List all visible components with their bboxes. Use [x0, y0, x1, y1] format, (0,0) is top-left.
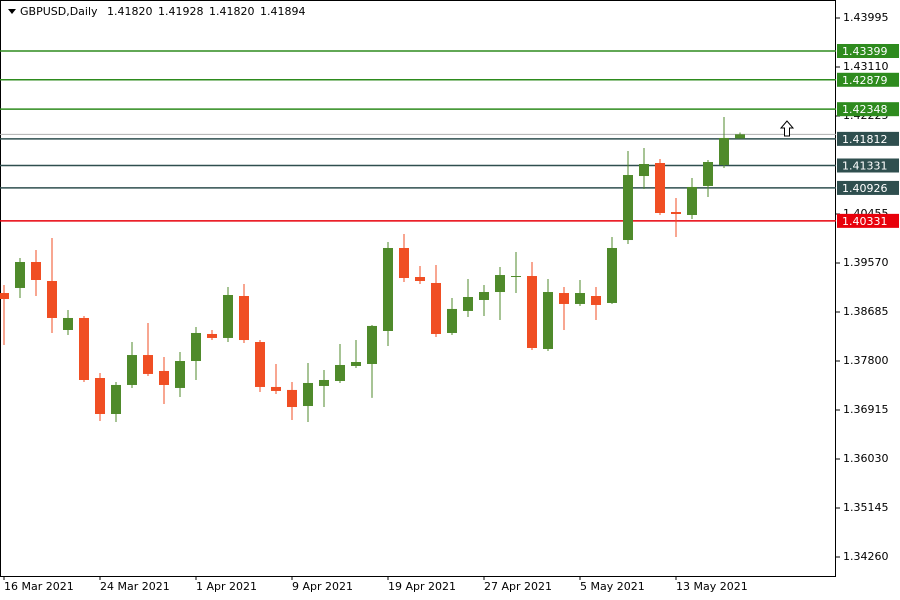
- symbol: GBPUSD,Daily: [20, 5, 98, 18]
- ohlc-close: 1.41894: [260, 5, 306, 18]
- candle-body: [463, 296, 473, 311]
- candle-body: [63, 317, 73, 330]
- level-label: 1.40926: [842, 182, 888, 195]
- level-tag: [837, 213, 899, 228]
- candle-body: [671, 212, 681, 214]
- candle-body: [15, 262, 25, 288]
- ohlc-low: 1.41820: [209, 5, 255, 18]
- candle-body: [239, 296, 249, 341]
- candle-body: [223, 295, 233, 338]
- candle-body: [31, 262, 41, 280]
- candle-body: [95, 378, 105, 414]
- candle-body: [511, 276, 521, 278]
- level-label: 1.42879: [842, 74, 888, 87]
- candle-body: [159, 370, 169, 385]
- level-tag: [837, 102, 899, 117]
- y-tick-label: 1.35145: [843, 501, 889, 514]
- y-tick-label: 1.36030: [843, 452, 889, 465]
- level-tag: [837, 158, 899, 173]
- level-tag: [837, 72, 899, 87]
- y-tick-label: 1.43995: [843, 11, 889, 24]
- x-tick-label: 9 Apr 2021: [292, 580, 353, 593]
- candle-body: [0, 293, 9, 299]
- level-tag: [837, 43, 899, 58]
- candle-body: [543, 292, 553, 349]
- ohlc-open: 1.41820: [107, 5, 153, 18]
- candle-body: [559, 293, 569, 304]
- candle-body: [143, 355, 153, 374]
- y-tick-label: 1.34260: [843, 550, 889, 563]
- candle-body: [687, 186, 697, 215]
- level-label: 1.43399: [842, 45, 888, 58]
- arrow-icon: [779, 120, 795, 137]
- x-tick-label: 16 Mar 2021: [4, 580, 74, 593]
- x-tick-label: 5 May 2021: [580, 580, 645, 593]
- candle-body: [319, 379, 329, 386]
- candle-body: [655, 163, 665, 214]
- candle-body: [335, 364, 345, 381]
- candle-body: [479, 292, 489, 300]
- x-tick-label: 27 Apr 2021: [484, 580, 552, 593]
- plot-border: [0, 0, 836, 577]
- candle-body: [351, 362, 361, 366]
- candle-body: [623, 175, 633, 241]
- plot-area: [0, 50, 836, 422]
- level-label: 1.41331: [842, 159, 888, 172]
- menu-icon[interactable]: [8, 9, 16, 14]
- candle-body: [639, 164, 649, 177]
- candle-body: [191, 332, 201, 362]
- candle-body: [495, 275, 505, 293]
- candle-body: [127, 355, 137, 385]
- candle-body: [735, 134, 745, 139]
- candle-body: [431, 282, 441, 334]
- candle-body: [287, 389, 297, 408]
- level-label: 1.41812: [842, 133, 888, 146]
- y-tick-label: 1.43110: [843, 60, 889, 73]
- x-tick-label: 1 Apr 2021: [196, 580, 257, 593]
- candle-body: [575, 293, 585, 304]
- y-tick-label: 1.37800: [843, 354, 889, 367]
- x-tick-label: 24 Mar 2021: [100, 580, 170, 593]
- candle-body: [255, 342, 265, 387]
- y-tick-label: 1.36915: [843, 403, 889, 416]
- candle-body: [591, 296, 601, 305]
- candle-body: [47, 280, 57, 318]
- y-tick-label: 1.38685: [843, 305, 889, 318]
- candle-body: [415, 277, 425, 281]
- y-tick-label: 1.39570: [843, 256, 889, 269]
- candle-body: [383, 247, 393, 331]
- candle-body: [367, 325, 377, 364]
- x-tick-label: 19 Apr 2021: [388, 580, 456, 593]
- level-label: 1.42348: [842, 103, 888, 116]
- level-tag: [837, 131, 899, 146]
- level-tag: [837, 180, 899, 195]
- candle-body: [175, 361, 185, 388]
- x-tick-label: 13 May 2021: [676, 580, 748, 593]
- candle-body: [447, 308, 457, 333]
- candle-body: [207, 333, 217, 338]
- level-label: 1.40331: [842, 215, 888, 228]
- candle-body: [271, 386, 281, 391]
- candle-body: [527, 276, 537, 348]
- candle-body: [703, 162, 713, 186]
- candle-body: [111, 384, 121, 414]
- candle-body: [607, 247, 617, 303]
- candle-body: [303, 382, 313, 407]
- ohlc-high: 1.41928: [158, 5, 204, 18]
- candle-body: [399, 247, 409, 279]
- header: GBPUSD,Daily 1.41820 1.41928 1.41820 1.4…: [20, 5, 306, 18]
- candle-body: [79, 317, 89, 380]
- candle-body: [719, 137, 729, 165]
